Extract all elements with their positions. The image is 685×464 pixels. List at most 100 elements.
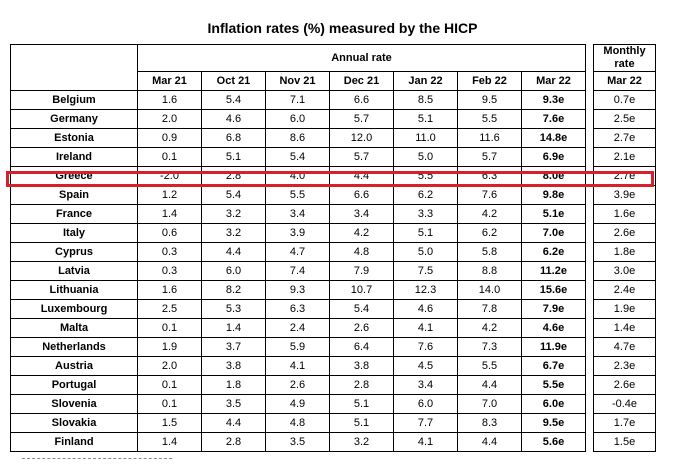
table-row-netherlands: Netherlands 1.9 3.7 5.9 6.4 7.6 7.3 11.9e 4.7e <box>10 337 656 357</box>
annual-rate-cell: 5.9 <box>265 337 330 357</box>
annual-rate-cell: 3.4 <box>265 204 330 224</box>
annual-rate-cell: 4.4 <box>457 375 522 395</box>
annual-rate-cell: 6.2 <box>393 185 458 205</box>
annual-rate-cell: 3.8 <box>201 356 266 376</box>
annual-rate-cell: 5.4 <box>265 147 330 167</box>
monthly-rate-cell: 2.7e <box>593 166 656 186</box>
header-row-months: Mar 21 Oct 21 Nov 21 Dec 21 Jan 22 Feb 2… <box>11 71 656 91</box>
annual-rate-cell: 5.6e <box>521 432 586 452</box>
annual-rate-cell: 0.1 <box>137 147 202 167</box>
annual-rate-cell: 5.3 <box>201 299 266 319</box>
monthly-rate-cell: 1.7e <box>593 413 656 433</box>
annual-rate-cell: 5.4 <box>201 185 266 205</box>
table-row-slovenia: Slovenia 0.1 3.5 4.9 5.1 6.0 7.0 6.0e -0.4e <box>10 394 656 414</box>
annual-rate-cell: 7.9e <box>521 299 586 319</box>
header-row-top: Annual rate Monthly rate <box>10 44 656 91</box>
annual-rate-cell: 5.1 <box>329 394 394 414</box>
table-row-spain: Spain 1.2 5.4 5.5 6.6 6.2 7.6 9.8e 3.9e <box>10 185 656 205</box>
annual-rate-cell: 1.8 <box>201 375 266 395</box>
annual-rate-cell: 5.1 <box>201 147 266 167</box>
spacer-cell <box>585 166 594 186</box>
country-cell: Lithuania <box>10 280 138 300</box>
monthly-rate-cell: 2.5e <box>593 109 656 129</box>
spacer-cell <box>585 413 594 433</box>
month-header: Mar 21 <box>137 71 202 91</box>
annual-rate-cell: 2.4 <box>265 318 330 338</box>
annual-rate-cell: 0.9 <box>137 128 202 148</box>
spacer-cell <box>585 356 594 376</box>
spacer-cell <box>585 280 594 300</box>
annual-rate-header: Annual rate <box>137 44 586 72</box>
annual-rate-cell: 9.3e <box>521 90 586 110</box>
annual-rate-cell: 4.4 <box>201 242 266 262</box>
annual-rate-cell: 6.8 <box>201 128 266 148</box>
annual-rate-cell: 6.4 <box>329 337 394 357</box>
spacer-cell <box>585 299 594 319</box>
annual-rate-cell: 4.2 <box>457 204 522 224</box>
annual-rate-cell: 5.5 <box>457 109 522 129</box>
spacer-cell <box>585 337 594 357</box>
month-header: Jan 22 <box>393 71 458 91</box>
country-cell: Malta <box>10 318 138 338</box>
table-row-malta: Malta 0.1 1.4 2.4 2.6 4.1 4.2 4.6e 1.4e <box>10 318 656 338</box>
annual-rate-cell: 2.8 <box>329 375 394 395</box>
country-cell: Ireland <box>10 147 138 167</box>
annual-rate-cell: 5.8 <box>457 242 522 262</box>
table-row-austria: Austria 2.0 3.8 4.1 3.8 4.5 5.5 6.7e 2.3e <box>10 356 656 376</box>
annual-rate-cell: 9.8e <box>521 185 586 205</box>
monthly-rate-label-line1: Monthly <box>603 45 646 57</box>
spacer-cell <box>585 147 594 167</box>
monthly-rate-cell: 3.0e <box>593 261 656 281</box>
annual-rate-cell: 1.6 <box>137 90 202 110</box>
annual-rate-cell: 6.2 <box>457 223 522 243</box>
table-row-latvia: Latvia 0.3 6.0 7.4 7.9 7.5 8.8 11.2e 3.0e <box>10 261 656 281</box>
annual-rate-cell: 5.0 <box>393 147 458 167</box>
annual-rate-cell: 3.8 <box>329 356 394 376</box>
spacer-cell <box>585 261 594 281</box>
annual-rate-cell: 8.3 <box>457 413 522 433</box>
country-cell: Cyprus <box>10 242 138 262</box>
month-header: Feb 22 <box>457 71 522 91</box>
annual-rate-cell: 4.1 <box>393 318 458 338</box>
table-title: Inflation rates (%) measured by the HICP <box>207 20 478 36</box>
annual-rate-cell: 3.2 <box>329 432 394 452</box>
table-row-luxembourg: Luxembourg 2.5 5.3 6.3 5.4 4.6 7.8 7.9e 1.9e <box>10 299 656 319</box>
month-header: Mar 22 <box>521 71 586 91</box>
annual-rate-cell: 2.6 <box>265 375 330 395</box>
annual-rate-cell: 7.4 <box>265 261 330 281</box>
monthly-rate-cell: -0.4e <box>593 394 656 414</box>
annual-rate-cell: 7.8 <box>457 299 522 319</box>
annual-rate-cell: 7.7 <box>393 413 458 433</box>
spacer-cell <box>585 204 594 224</box>
annual-rate-cell: 3.2 <box>201 204 266 224</box>
monthly-rate-cell: 2.7e <box>593 128 656 148</box>
spacer-cell <box>585 242 594 262</box>
annual-rate-cell: 14.0 <box>457 280 522 300</box>
monthly-rate-cell: 1.8e <box>593 242 656 262</box>
annual-rate-cell: -2.0 <box>137 166 202 186</box>
annual-rate-cell: 3.9 <box>265 223 330 243</box>
annual-rate-cell: 4.2 <box>329 223 394 243</box>
annual-rate-cell: 5.5e <box>521 375 586 395</box>
monthly-rate-cell: 2.4e <box>593 280 656 300</box>
table-row-greece: Greece -2.0 2.8 4.0 4.4 5.5 6.3 8.0e 2.7e <box>10 166 656 186</box>
annual-rate-cell: 0.1 <box>137 394 202 414</box>
annual-rate-cell: 3.4 <box>393 375 458 395</box>
annual-rate-cell: 8.0e <box>521 166 586 186</box>
monthly-rate-cell: 1.6e <box>593 204 656 224</box>
annual-rate-cell: 6.6 <box>329 185 394 205</box>
annual-rate-cell: 8.2 <box>201 280 266 300</box>
country-cell: Luxembourg <box>10 299 138 319</box>
month-header: Dec 21 <box>329 71 394 91</box>
country-cell: Finland <box>10 432 138 452</box>
annual-rate-cell: 4.7 <box>265 242 330 262</box>
table-row-cyprus: Cyprus 0.3 4.4 4.7 4.8 5.0 5.8 6.2e 1.8e <box>10 242 656 262</box>
annual-rate-cell: 6.0e <box>521 394 586 414</box>
annual-rate-cell: 0.3 <box>137 242 202 262</box>
footer-note-cut <box>22 458 172 463</box>
spacer-cell <box>585 44 594 72</box>
annual-rate-cell: 1.2 <box>137 185 202 205</box>
annual-rate-cell: 2.6 <box>329 318 394 338</box>
annual-rate-cell: 0.3 <box>137 261 202 281</box>
annual-rate-cell: 3.4 <box>329 204 394 224</box>
